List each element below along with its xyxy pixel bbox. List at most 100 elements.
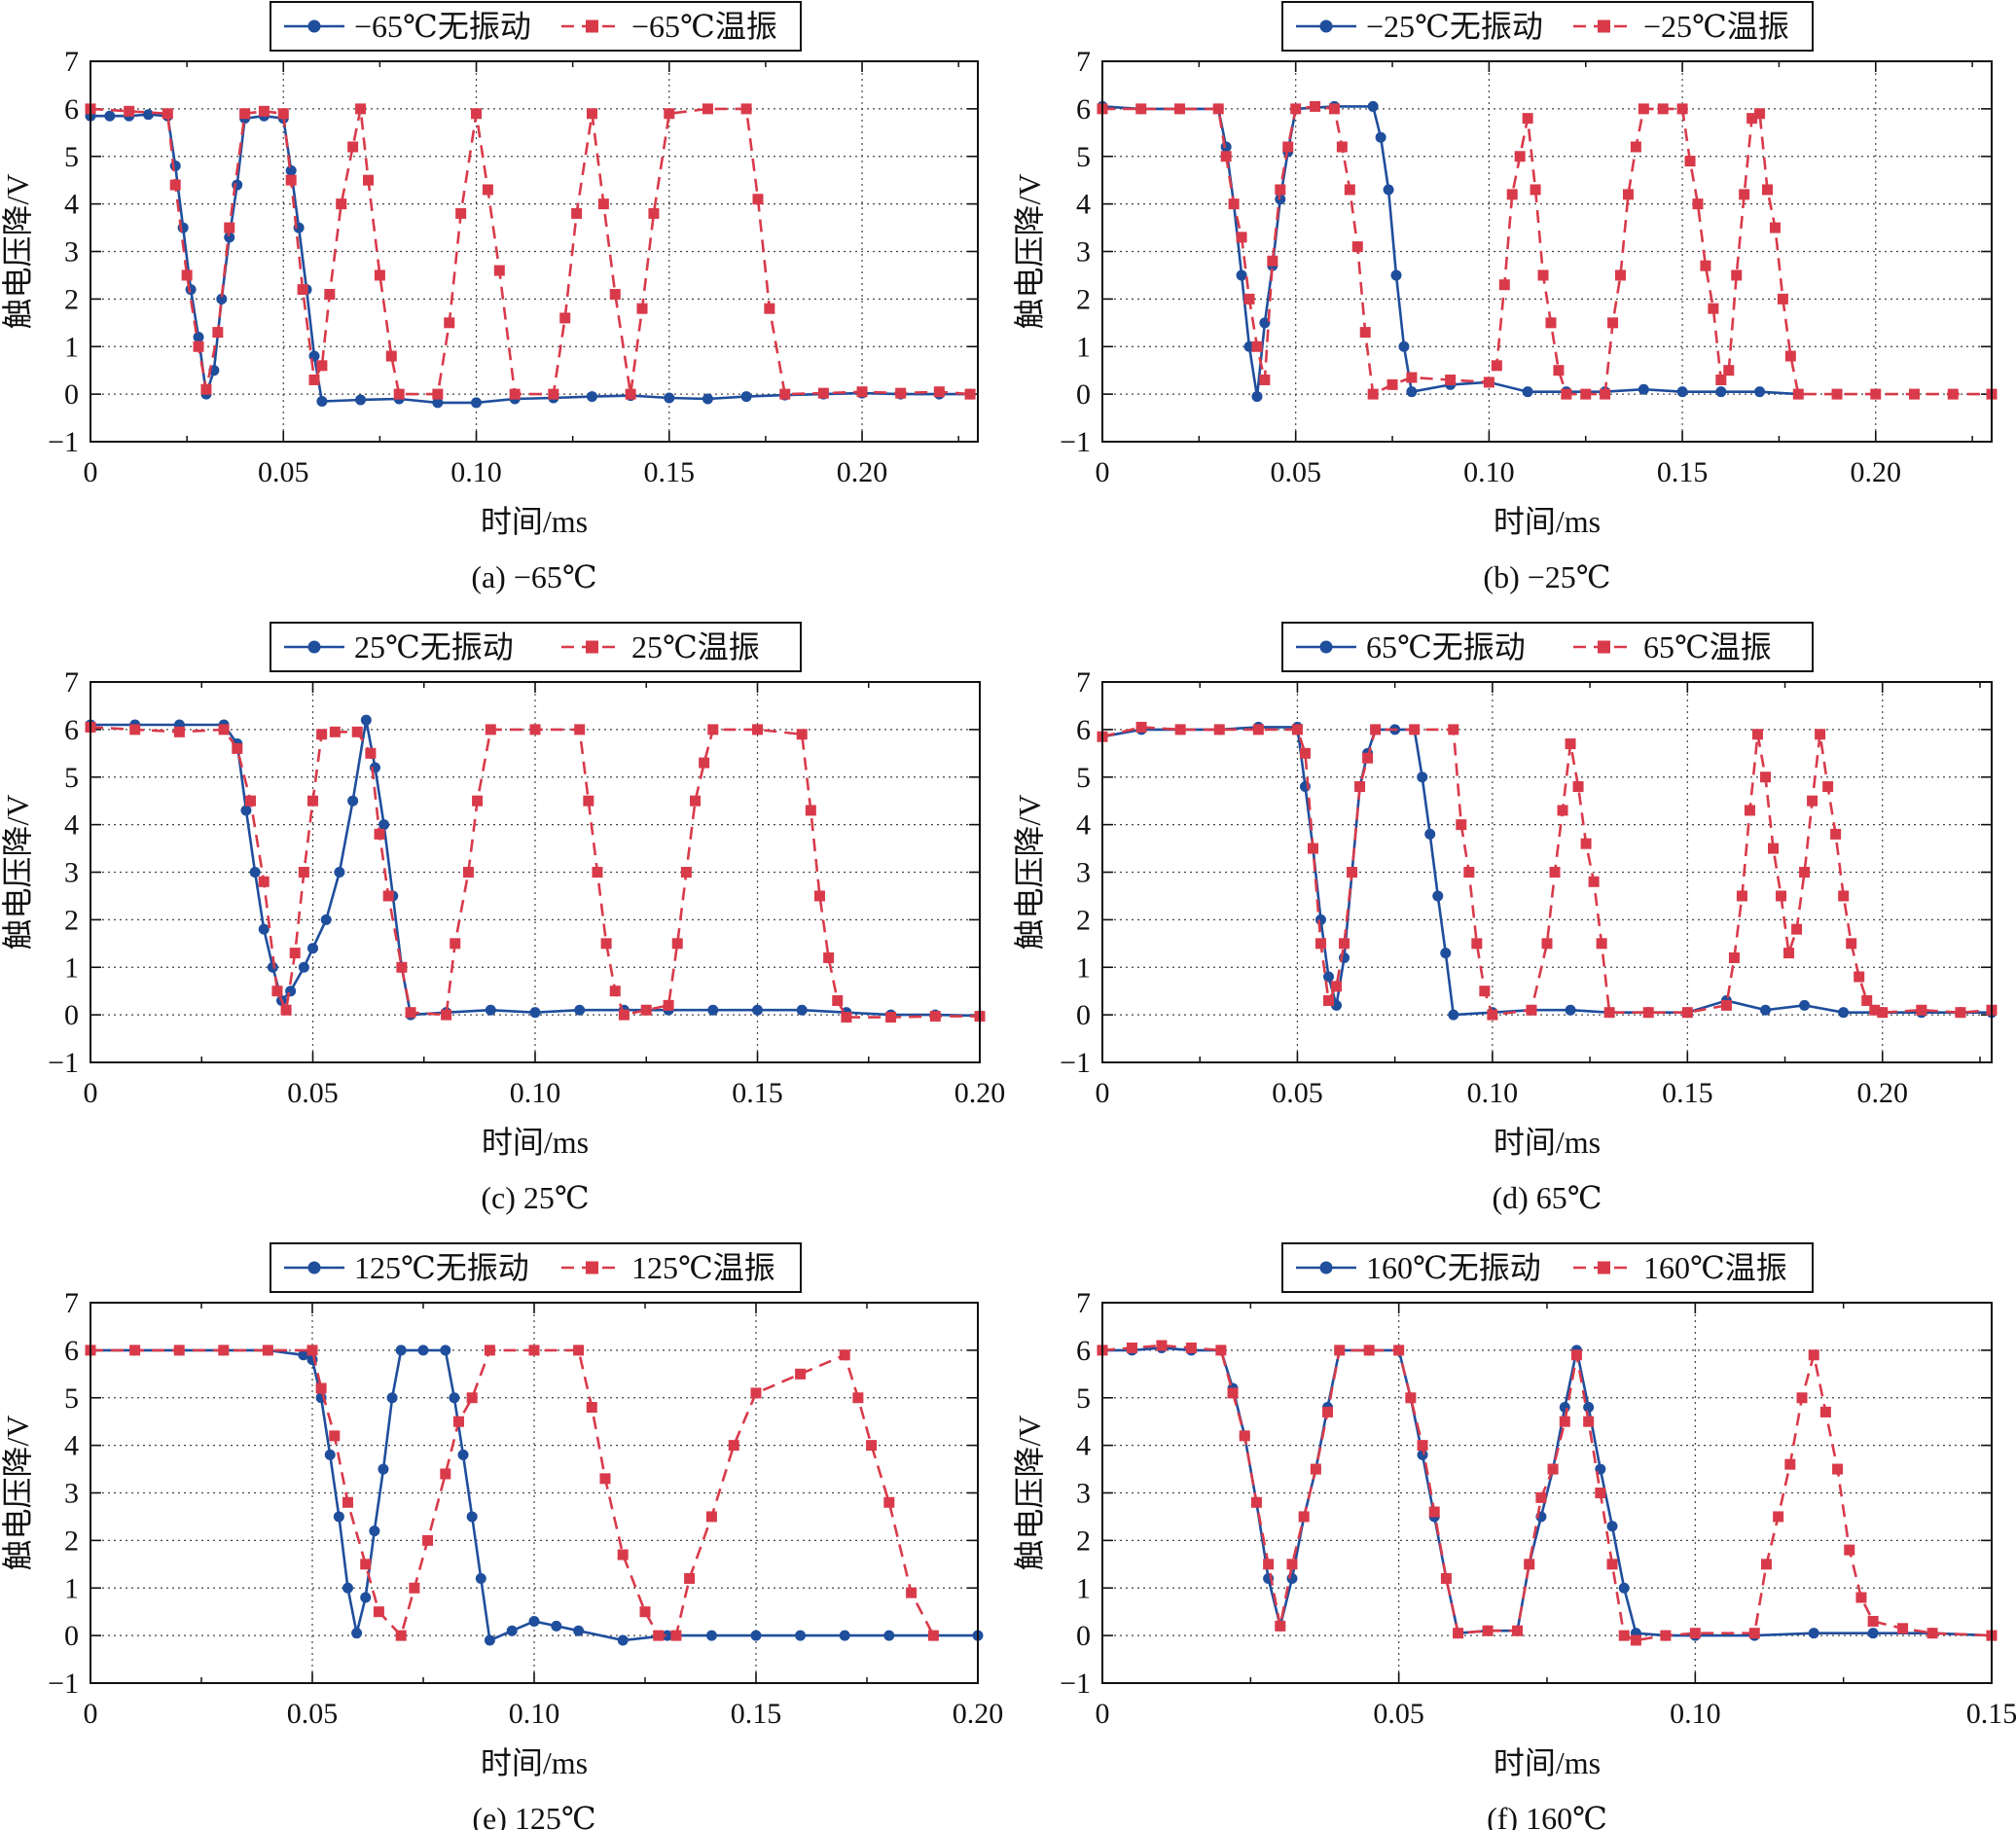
y-tick-label: 3 xyxy=(64,857,79,889)
y-axis-label: 触电压降/V xyxy=(1012,1415,1047,1570)
data-point xyxy=(1870,388,1882,400)
data-point xyxy=(382,890,394,902)
data-point xyxy=(1215,1345,1227,1356)
data-point xyxy=(752,1004,763,1016)
data-point xyxy=(360,1559,372,1570)
legend-marker xyxy=(1598,640,1610,654)
data-point xyxy=(1807,795,1818,807)
data-point xyxy=(1808,1349,1819,1361)
data-point xyxy=(297,284,308,296)
data-point xyxy=(452,1416,464,1427)
data-point xyxy=(1251,341,1263,352)
data-point xyxy=(285,164,297,176)
data-point xyxy=(551,1620,562,1632)
data-point xyxy=(1498,279,1510,291)
plot-frame xyxy=(1101,1302,1993,1684)
legend-marker xyxy=(307,19,321,33)
data-point xyxy=(702,103,713,115)
data-point xyxy=(484,1345,495,1356)
data-point xyxy=(856,386,868,398)
x-tick-label: 0.15 xyxy=(1657,456,1709,488)
x-tick-label: 0.20 xyxy=(954,1077,1006,1109)
x-tick-label: 0 xyxy=(1096,1077,1110,1109)
data-point xyxy=(609,288,621,300)
data-point xyxy=(224,232,235,243)
data-point xyxy=(169,179,181,191)
data-point xyxy=(832,994,844,1006)
data-point xyxy=(866,1440,878,1452)
data-point xyxy=(964,388,976,400)
data-point xyxy=(702,393,713,405)
data-point xyxy=(484,1634,495,1646)
x-tick-label: 0.10 xyxy=(509,1698,560,1730)
x-tick-label: 0.15 xyxy=(732,1077,783,1109)
data-point xyxy=(1174,724,1186,736)
data-point xyxy=(740,391,752,403)
data-point xyxy=(374,269,385,281)
data-point xyxy=(432,388,444,400)
data-point xyxy=(1570,1349,1582,1361)
data-point xyxy=(1213,724,1225,736)
data-point xyxy=(440,1468,451,1480)
data-point xyxy=(1417,1440,1428,1452)
data-point xyxy=(285,986,297,997)
data-point xyxy=(1417,1449,1428,1460)
y-tick-label: 6 xyxy=(64,93,79,126)
data-point xyxy=(586,1402,597,1414)
data-point xyxy=(728,1440,739,1452)
data-point xyxy=(342,1496,353,1508)
data-point xyxy=(1622,189,1634,200)
y-tick-label: 2 xyxy=(1076,283,1091,315)
data-point xyxy=(1339,938,1350,950)
data-point xyxy=(1359,327,1371,339)
data-point xyxy=(1344,184,1355,196)
data-point xyxy=(895,387,907,399)
panel-caption: (c) 25℃ xyxy=(481,1180,589,1215)
data-point xyxy=(1514,151,1526,162)
data-point xyxy=(1228,198,1240,210)
data-point xyxy=(852,1392,864,1404)
y-tick-label: −1 xyxy=(48,1668,79,1700)
data-point xyxy=(805,805,816,816)
data-point xyxy=(129,1345,141,1356)
plot-frame xyxy=(1101,60,1993,443)
data-point xyxy=(1424,828,1436,840)
y-tick-label: 6 xyxy=(1076,714,1091,746)
data-point xyxy=(1491,360,1502,372)
legend-marker xyxy=(307,640,321,654)
data-point xyxy=(1692,198,1704,210)
x-tick-label: 0 xyxy=(1096,456,1110,488)
y-tick-label: 1 xyxy=(64,1572,79,1604)
data-point xyxy=(1792,388,1804,400)
x-tick-label: 0.05 xyxy=(287,1077,339,1109)
data-point xyxy=(374,828,385,840)
data-point xyxy=(1541,938,1553,950)
x-axis-label: 时间/ms xyxy=(1494,1125,1601,1160)
data-point xyxy=(597,198,609,210)
data-point xyxy=(1618,1630,1630,1641)
data-point xyxy=(316,395,328,407)
data-point xyxy=(457,1449,469,1460)
data-point xyxy=(795,1630,807,1641)
data-point xyxy=(308,374,320,385)
data-point xyxy=(671,938,683,950)
data-point xyxy=(1314,938,1326,950)
data-point xyxy=(1522,113,1533,125)
data-point xyxy=(1135,103,1147,115)
data-point xyxy=(1955,1007,1966,1019)
data-point xyxy=(142,109,154,121)
data-point xyxy=(333,1511,344,1523)
data-point xyxy=(185,284,197,296)
data-point xyxy=(1530,184,1541,196)
panel-caption: (f) 160℃ xyxy=(1487,1801,1607,1830)
data-point xyxy=(752,724,763,736)
legend-label: −65℃温振 xyxy=(631,9,777,44)
data-point xyxy=(1524,1559,1535,1570)
data-point xyxy=(1156,1340,1168,1351)
data-point xyxy=(1398,341,1410,352)
data-point xyxy=(1445,374,1457,385)
data-point xyxy=(342,1582,353,1594)
legend-marker xyxy=(307,1261,321,1274)
